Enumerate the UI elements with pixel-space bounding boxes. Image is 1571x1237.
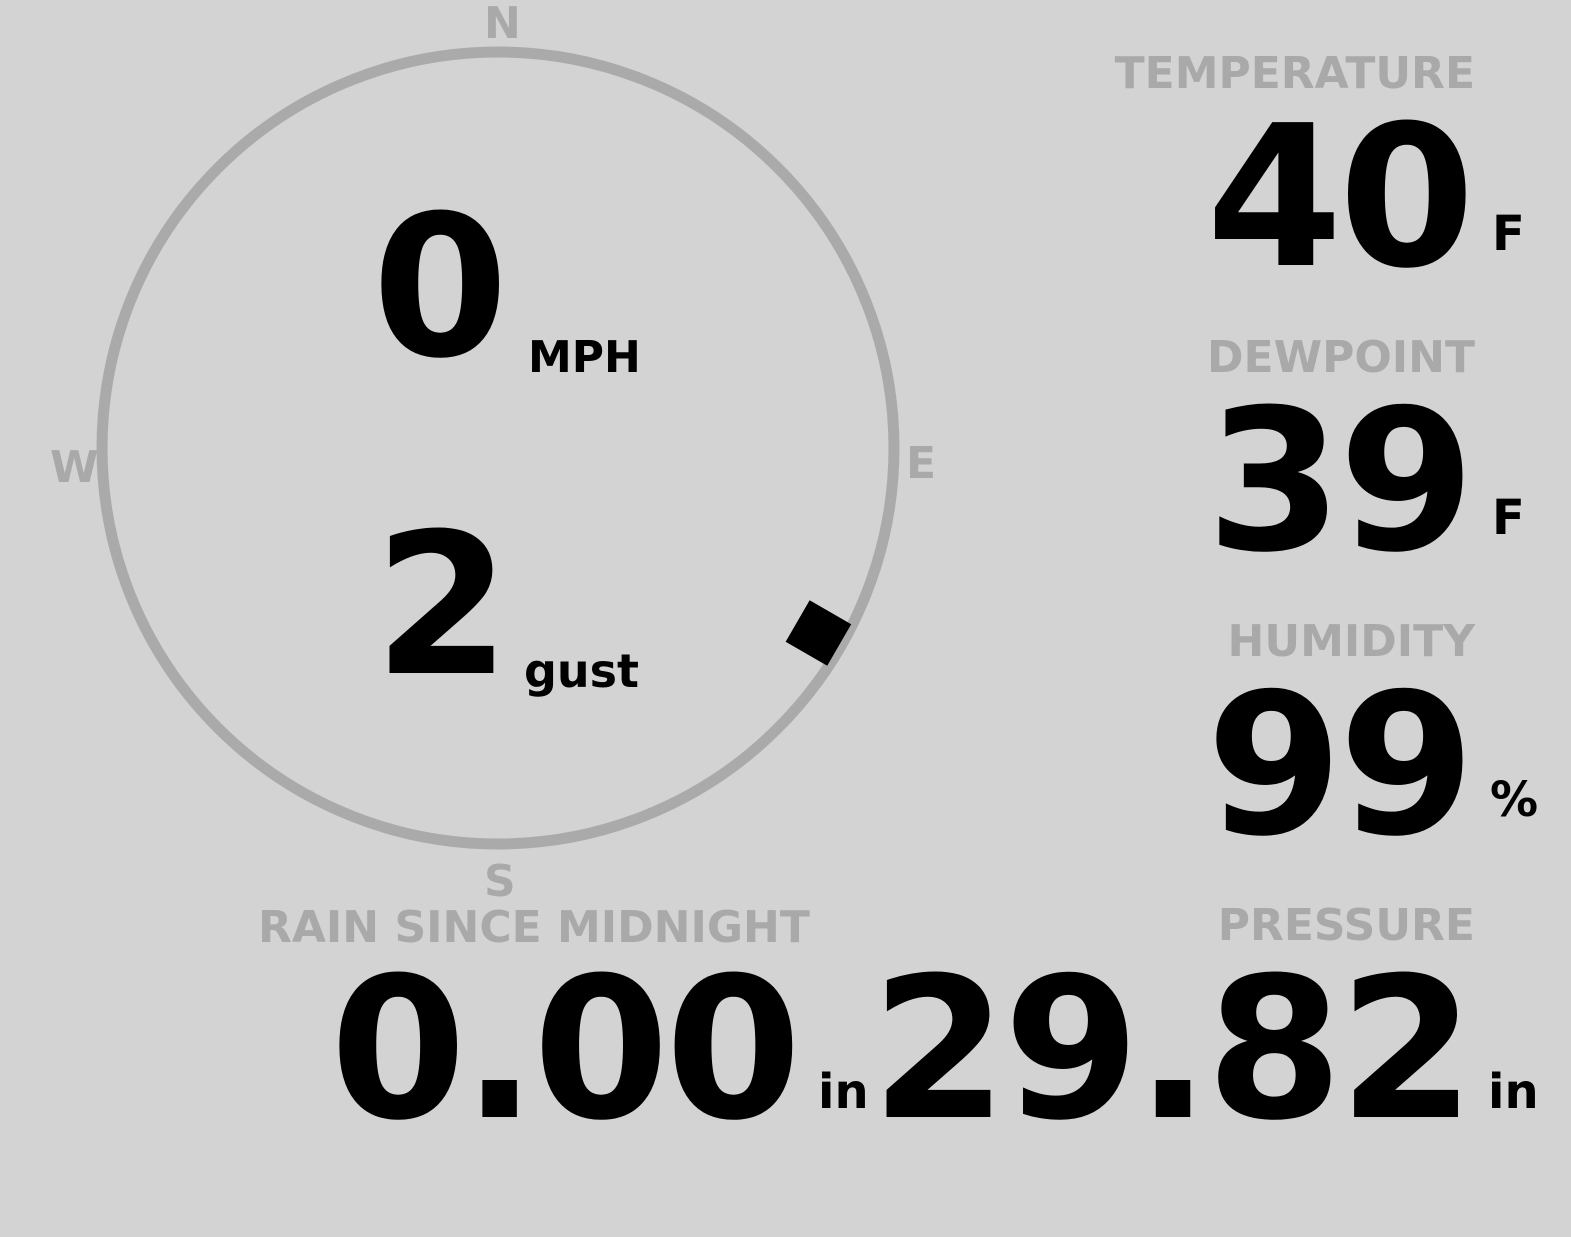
- pressure-label: PRESSURE: [1217, 900, 1475, 951]
- compass-dial: [96, 46, 900, 850]
- compass-north: N: [484, 0, 521, 49]
- temperature-label: TEMPERATURE: [1114, 48, 1475, 99]
- dewpoint-unit: F: [1492, 490, 1525, 546]
- rain-unit: in: [818, 1064, 869, 1120]
- wind-gust-label: gust: [524, 644, 640, 698]
- humidity-label: HUMIDITY: [1227, 616, 1475, 667]
- compass-east: E: [906, 438, 937, 489]
- compass-west: W: [50, 442, 99, 493]
- compass-south: S: [484, 856, 516, 907]
- pressure-unit: in: [1488, 1064, 1539, 1120]
- temperature-unit: F: [1492, 206, 1525, 262]
- humidity-value: 99: [1206, 652, 1475, 880]
- dewpoint-label: DEWPOINT: [1207, 332, 1475, 383]
- pressure-value: 29.82: [871, 936, 1475, 1164]
- wind-direction-marker: [785, 600, 852, 666]
- rain-value: 0.00: [330, 936, 802, 1164]
- wind-gust-value: 2: [374, 492, 510, 720]
- compass-ring: [96, 46, 900, 850]
- wind-speed-unit: MPH: [528, 332, 641, 383]
- temperature-value: 40: [1206, 84, 1475, 312]
- rain-label: RAIN SINCE MIDNIGHT: [258, 902, 810, 953]
- humidity-unit: %: [1490, 772, 1539, 828]
- wind-speed-value: 0: [372, 174, 508, 402]
- dewpoint-value: 39: [1206, 368, 1475, 596]
